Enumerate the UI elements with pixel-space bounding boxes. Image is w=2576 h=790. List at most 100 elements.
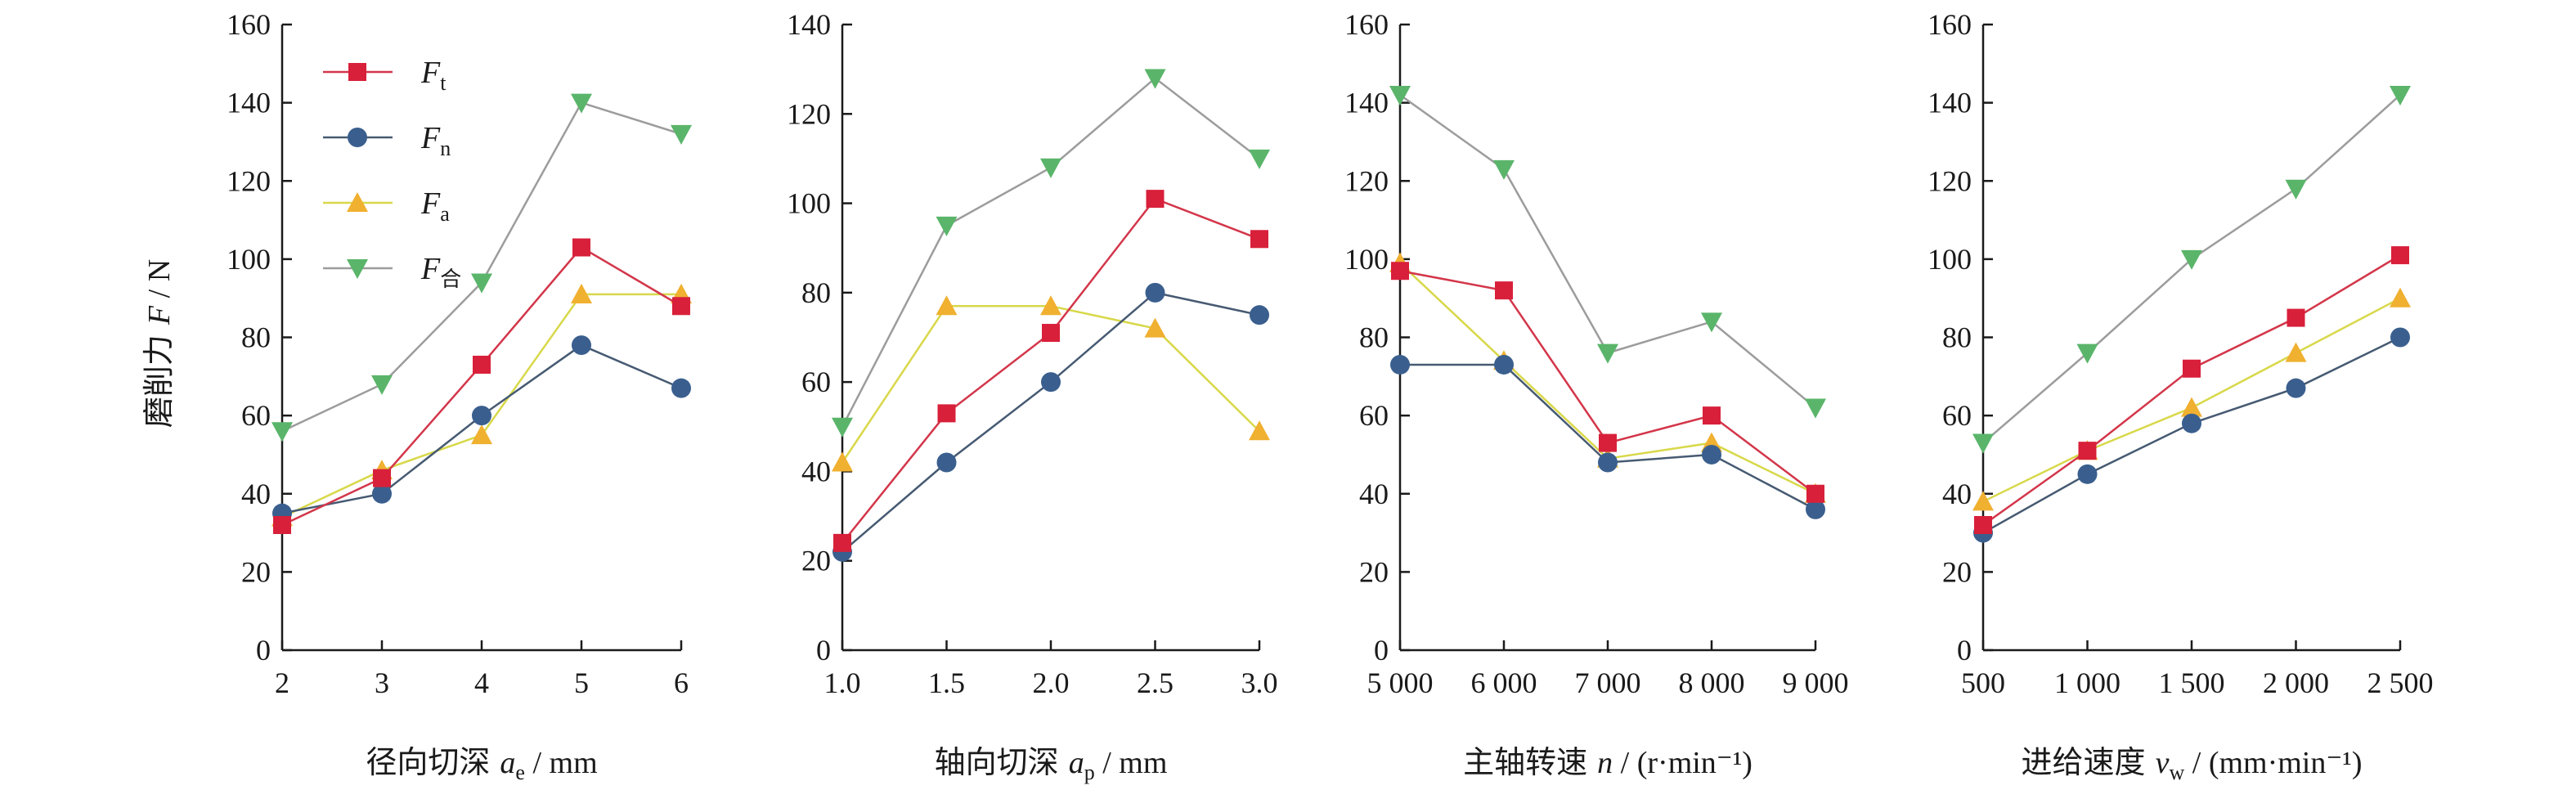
data-point [571,283,592,303]
data-point [1972,433,1994,454]
series-Fn [1390,354,1825,519]
x-tick-label: 5 [574,667,589,699]
series-Ft [1391,262,1824,503]
y-tick-label: 60 [241,399,271,432]
data-point [2390,287,2411,307]
x-tick-label: 6 [674,667,689,699]
x-tick-label: 7 000 [1575,667,1641,699]
x-tick-label: 1 500 [2159,667,2225,699]
data-point [936,216,958,236]
x-axis-title: 进给速度 vw / (mm·min⁻¹) [2022,744,2363,784]
legend-marker [347,192,368,213]
y-tick-label: 20 [1942,555,1972,588]
y-tick-label: 120 [1928,164,1972,197]
y-tick-label: 80 [1942,321,1972,354]
data-point [2181,249,2202,270]
x-tick-label: 1.0 [824,667,861,699]
data-point [1041,372,1061,393]
data-point [572,335,591,356]
x-tick-label: 2.5 [1137,667,1174,699]
data-point [472,406,491,426]
y-tick-label: 160 [1344,8,1389,41]
legend-item-Fa: Fa [323,186,450,226]
data-point [2077,464,2098,484]
y-tick-label: 20 [241,555,271,588]
x-tick-label: 3 [375,667,389,699]
data-point [1391,262,1409,281]
y-tick-label: 80 [241,321,271,354]
legend-label: F合 [420,252,461,292]
y-tick-label: 40 [1942,478,1972,510]
data-point [1249,420,1270,441]
data-point [1250,305,1269,325]
data-point [2285,342,2307,362]
x-tick-label: 500 [1961,667,2005,699]
data-point [471,273,492,294]
data-point [272,422,293,442]
data-point [571,93,592,114]
data-point [1250,230,1268,249]
data-point [2183,359,2201,378]
y-tick-label: 40 [1359,478,1389,510]
data-point [1805,398,1826,419]
y-axis-title: 磨削力 F / N [141,259,177,428]
x-tick-label: 9 000 [1783,667,1849,699]
data-point [1806,484,1824,503]
y-tick-label: 160 [227,8,271,41]
data-point [1389,86,1411,106]
x-tick-label: 3.0 [1241,667,1278,699]
data-point [1701,312,1722,333]
data-point [273,516,291,534]
series-F合 [1972,86,2411,454]
x-tick-label: 4 [474,667,489,699]
data-point [2181,397,2202,417]
data-point [2390,86,2411,106]
series-F合 [832,69,1270,438]
data-point [1599,433,1617,452]
data-point [936,295,958,316]
data-point [473,355,491,374]
legend-item-F合: F合 [323,252,461,292]
x-tick-label: 2 [275,667,289,699]
legend-marker [348,63,366,81]
y-tick-label: 60 [1942,399,1972,432]
y-tick-label: 20 [801,545,831,577]
data-point [832,451,853,472]
x-axis-title: 轴向切深 ap / mm [935,744,1168,784]
y-tick-label: 20 [1359,555,1389,588]
data-point [2076,343,2098,364]
chart-panel-3: 0 20 40 60 80 100 120 140 160 5 000 6 000 7 000 8 00… [1344,8,1849,780]
x-tick-label: 1 000 [2054,667,2120,699]
data-point [1806,499,1825,519]
series-Fa [272,283,692,527]
series-Ft [1974,246,2409,534]
y-tick-label: 100 [787,187,831,220]
data-point [671,378,691,398]
legend-marker [348,128,367,147]
x-tick-label: 2 500 [2367,667,2434,699]
x-tick-label: 1.5 [928,667,965,699]
data-point [1495,281,1513,300]
data-point [1390,354,1410,375]
data-point [2078,442,2097,460]
legend-label: Ft [420,56,447,95]
data-point [1703,406,1721,425]
data-point [671,124,692,145]
data-point [1040,295,1061,316]
y-tick-label: 120 [787,97,831,130]
y-tick-label: 80 [801,276,831,309]
y-tick-label: 140 [1344,87,1389,119]
data-point [1597,343,1618,364]
data-point [936,452,957,473]
legend-label: Fn [420,121,451,160]
x-tick-label: 2 000 [2263,667,2329,699]
y-tick-label: 140 [1928,87,1972,119]
data-point [371,375,393,395]
y-tick-label: 120 [227,164,271,197]
y-tick-label: 60 [801,366,831,398]
legend-marker [347,258,368,279]
data-point [672,297,690,316]
data-point [1144,69,1166,89]
y-tick-label: 100 [1344,243,1389,276]
